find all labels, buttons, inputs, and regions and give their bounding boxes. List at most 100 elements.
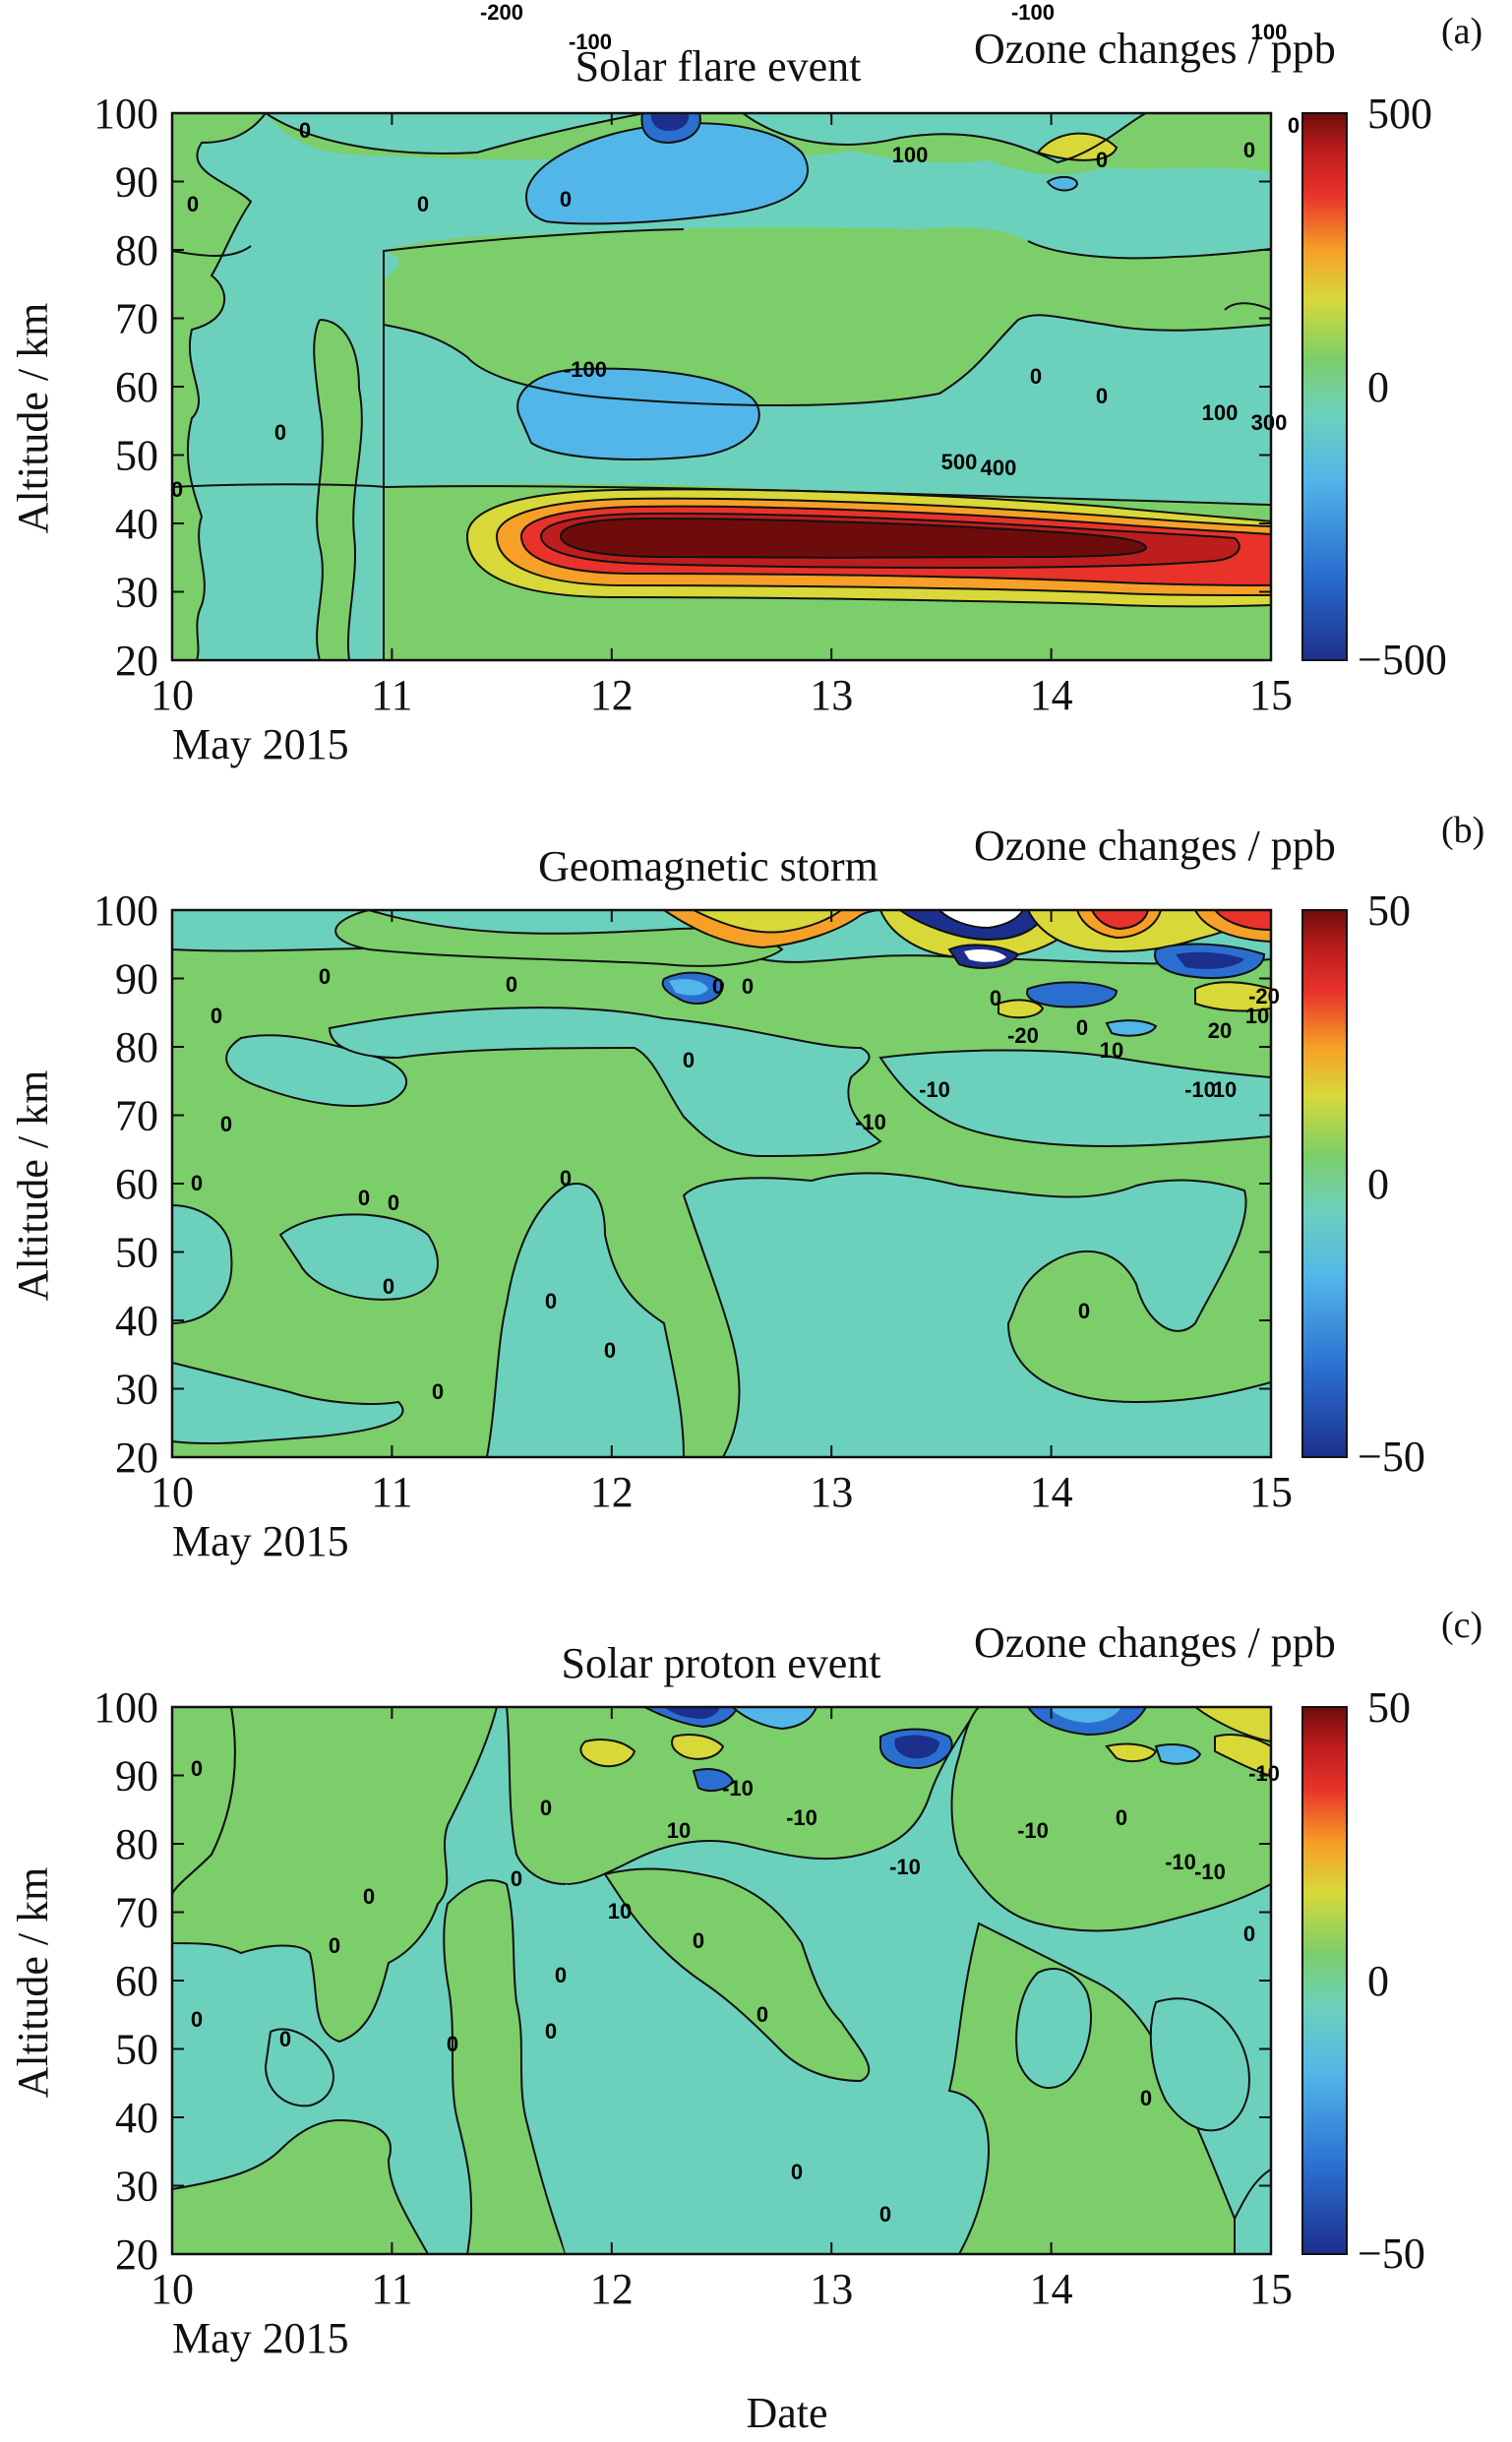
- date-note: May 2015: [172, 1517, 349, 1565]
- panel-c-plot: [172, 1707, 1271, 2254]
- contour-label: 0: [299, 118, 311, 143]
- y-tick-label: 50: [115, 2026, 158, 2074]
- contour-label: 0: [540, 1796, 552, 1820]
- panel-c-ylabel: Altitude / km: [9, 1867, 57, 2099]
- panel-c-colorbar: [1301, 1706, 1348, 2255]
- panel-a-colorbar-title: Ozone changes / ppb: [974, 25, 1336, 73]
- contour-label: 0: [555, 1963, 567, 1987]
- contour-label: 0: [1116, 1805, 1127, 1830]
- panel-b-title: Geomagnetic storm: [538, 842, 878, 890]
- contour-label: 0: [604, 1338, 616, 1363]
- x-tick-label: 13: [810, 2265, 853, 2313]
- contour-label: 0: [1243, 1922, 1255, 1946]
- panel-c-region: [731, 1707, 818, 1731]
- panel-b-region: [693, 910, 843, 934]
- contour-label: -100: [569, 30, 612, 54]
- contour-label: -10: [1017, 1818, 1049, 1843]
- panel-c-region: [264, 2028, 334, 2107]
- panel-c-region: [579, 1739, 636, 1768]
- panel-a-cbar-tick: −500: [1358, 636, 1447, 684]
- contour-label: 0: [274, 420, 286, 445]
- panel-c-region: [1048, 1707, 1121, 1723]
- panel-c-region: [172, 1943, 241, 2189]
- y-tick-label: 30: [115, 569, 158, 617]
- x-tick-label: 11: [371, 1468, 412, 1516]
- panel-a-plot: [172, 113, 1271, 660]
- y-tick-label: 40: [115, 500, 158, 548]
- contour-label: 100: [892, 143, 929, 167]
- panel-c-region: [664, 1707, 720, 1719]
- contour-label: 0: [791, 2160, 803, 2184]
- panel-a-region: [650, 113, 690, 131]
- y-tick-label: 70: [115, 1889, 158, 1937]
- contour-label: -10: [1184, 1077, 1216, 1102]
- panel-a-region: [559, 517, 1148, 559]
- y-tick-label: 100: [93, 886, 158, 935]
- panel-b-region: [328, 1007, 882, 1158]
- panel-b-region: [1026, 981, 1119, 1008]
- contour-label: 10: [608, 1899, 632, 1923]
- contour-label: 0: [279, 2027, 291, 2051]
- contour-label: 10: [1100, 1038, 1123, 1063]
- y-tick-label: 30: [115, 2163, 158, 2211]
- contour-label: -10: [1194, 1860, 1226, 1884]
- y-tick-label: 90: [115, 1752, 158, 1801]
- panel-b-colorbar-title: Ozone changes / ppb: [974, 822, 1336, 870]
- contour-label: -100: [564, 357, 607, 382]
- x-tick-label: 10: [151, 671, 194, 719]
- y-tick-label: 80: [115, 226, 158, 275]
- y-tick-label: 20: [115, 2230, 158, 2279]
- y-tick-label: 70: [115, 295, 158, 343]
- panel-a-title: Solar flare event: [575, 42, 862, 91]
- panel-b-plot: [172, 910, 1271, 1457]
- contour-label: 0: [511, 1866, 522, 1891]
- y-tick-label: 80: [115, 1023, 158, 1071]
- panel-c-region: [1234, 2167, 1271, 2254]
- x-axis-title: Date: [746, 2389, 827, 2437]
- x-tick-label: 13: [810, 1468, 853, 1516]
- panel-b-region: [334, 910, 784, 967]
- panel-c-title: Solar proton event: [561, 1639, 880, 1687]
- x-tick-label: 13: [810, 671, 853, 719]
- x-tick-label: 12: [590, 671, 634, 719]
- contour-label: 500: [941, 450, 978, 474]
- panel-a-region: [384, 226, 1271, 405]
- panel-b-ylabel: Altitude / km: [9, 1070, 57, 1302]
- contour-label: 0: [1243, 138, 1255, 162]
- y-tick-label: 60: [115, 1160, 158, 1208]
- y-tick-label: 80: [115, 1820, 158, 1868]
- contour-label: -20: [1007, 1023, 1039, 1048]
- contour-label: 0: [171, 477, 183, 502]
- panel-c: Solar proton event Ozone changes / ppb (…: [9, 1605, 1482, 2278]
- panel-c-region: [172, 2118, 430, 2254]
- panel-a-label: (a): [1441, 11, 1482, 52]
- contour-label: 0: [560, 187, 572, 212]
- contour-label: 0: [191, 2007, 203, 2032]
- contour-label: 0: [756, 2002, 768, 2027]
- y-tick-label: 50: [115, 1229, 158, 1277]
- y-tick-label: 20: [115, 1434, 158, 1482]
- panel-a-cbar-tick: 500: [1367, 90, 1432, 138]
- panel-a-cbar-tick: 0: [1367, 363, 1389, 411]
- contour-label: -10: [919, 1077, 950, 1102]
- panel-b-region: [172, 1203, 233, 1325]
- panel-b-region: [1176, 951, 1244, 969]
- contour-label: 0: [319, 964, 331, 989]
- panel-b-cbar-tick: 0: [1367, 1160, 1389, 1208]
- contour-label: 0: [506, 972, 517, 997]
- panel-b-region: [1194, 981, 1271, 1012]
- panel-b-cbar-tick: −50: [1358, 1433, 1425, 1481]
- x-tick-label: 12: [590, 2265, 634, 2313]
- contour-label: 0: [545, 2019, 557, 2044]
- panel-c-region: [1015, 1968, 1092, 2090]
- panel-b-region: [485, 1183, 686, 1457]
- contour-label: -10: [855, 1110, 886, 1134]
- panel-c-region: [692, 1768, 735, 1793]
- contour-label: -10: [786, 1805, 817, 1830]
- contour-label: 0: [1096, 148, 1108, 172]
- contour-label: 0: [990, 986, 1001, 1010]
